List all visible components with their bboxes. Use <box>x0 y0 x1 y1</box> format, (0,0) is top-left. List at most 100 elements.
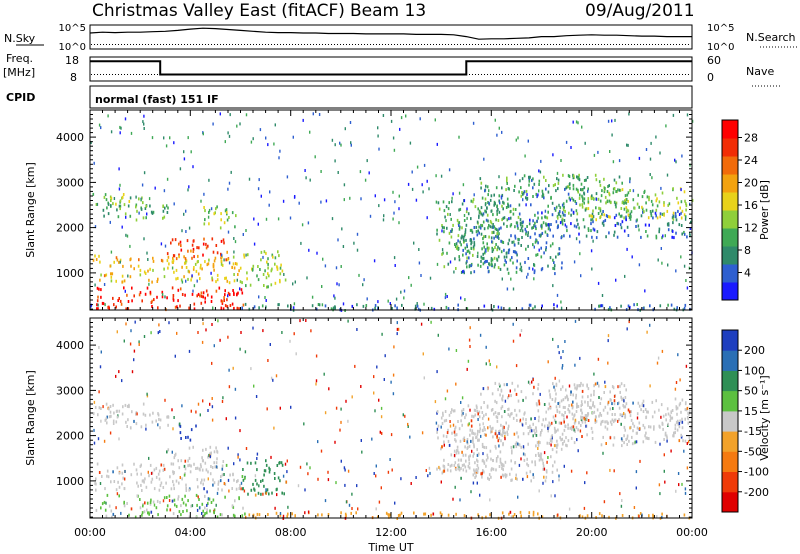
heatmap-cell <box>625 201 628 205</box>
heatmap-cell <box>506 267 509 271</box>
heatmap-cell <box>192 289 194 293</box>
heatmap-cell <box>402 413 404 417</box>
heatmap-cell <box>473 193 475 197</box>
heatmap-cell <box>180 248 183 252</box>
heatmap-cell <box>447 439 450 443</box>
heatmap-cell <box>514 442 517 446</box>
heatmap-cell <box>441 248 444 252</box>
heatmap-cell <box>467 359 470 363</box>
heatmap-cell <box>454 485 456 489</box>
heatmap-cell <box>462 183 465 187</box>
heatmap-cell <box>610 422 613 426</box>
heatmap-cell <box>400 477 402 481</box>
heatmap-cell <box>618 401 620 405</box>
heatmap-cell <box>335 266 338 270</box>
heatmap-cell <box>572 417 574 421</box>
heatmap-cell <box>660 403 663 407</box>
heatmap-cell <box>675 381 678 384</box>
heatmap-cell <box>529 429 531 433</box>
heatmap-cell <box>381 332 383 336</box>
heatmap-cell <box>217 480 220 484</box>
heatmap-cell <box>538 399 540 403</box>
heatmap-cell <box>209 452 211 456</box>
heatmap-cell <box>684 215 687 219</box>
heatmap-cell <box>160 242 163 246</box>
heatmap-cell <box>436 427 439 431</box>
heatmap-cell <box>375 474 377 478</box>
colorbar-tick-label: -200 <box>744 486 769 499</box>
heatmap-cell <box>512 261 514 265</box>
heatmap-cell <box>668 202 671 206</box>
heatmap-cell <box>269 343 271 346</box>
heatmap-cell <box>495 415 498 419</box>
heatmap-cell <box>217 319 219 323</box>
date-label: 09/Aug/2011 <box>585 1 695 21</box>
heatmap-cell <box>183 255 185 259</box>
heatmap-cell <box>307 510 310 514</box>
heatmap-cell <box>545 215 547 219</box>
colorbar-tick-label: -15 <box>744 425 762 438</box>
heatmap-cell <box>552 184 555 188</box>
heatmap-cell <box>356 248 359 252</box>
heatmap-cell <box>561 432 564 436</box>
heatmap-cell <box>659 215 661 219</box>
heatmap-cell <box>661 512 663 516</box>
heatmap-cell <box>587 197 590 201</box>
heatmap-cell <box>96 303 98 307</box>
heatmap-cell <box>297 484 300 488</box>
heatmap-cell <box>269 468 271 472</box>
heatmap-cell <box>571 427 573 431</box>
heatmap-cell <box>637 224 640 228</box>
heatmap-cell <box>455 512 457 516</box>
heatmap-cell <box>126 425 128 428</box>
heatmap-cell <box>497 219 500 222</box>
heatmap-cell <box>399 127 401 131</box>
heatmap-cell <box>213 481 216 485</box>
heatmap-cell <box>253 305 256 309</box>
heatmap-cell <box>211 361 213 365</box>
heatmap-cell <box>258 484 260 488</box>
heatmap-cell <box>585 424 587 428</box>
heatmap-cell <box>455 433 458 437</box>
heatmap-cell <box>464 416 466 420</box>
heatmap-cell <box>199 294 201 298</box>
heatmap-cell <box>448 347 450 351</box>
heatmap-cell <box>276 265 278 269</box>
heatmap-cell <box>632 189 635 193</box>
heatmap-cell <box>485 184 487 188</box>
heatmap-cell <box>414 304 417 308</box>
heatmap-cell <box>233 250 235 254</box>
heatmap-cell <box>109 431 112 435</box>
heatmap-cell <box>448 413 451 417</box>
heatmap-cell <box>472 454 474 458</box>
heatmap-cell <box>502 425 504 429</box>
heatmap-cell <box>282 474 285 478</box>
heatmap-cell <box>613 436 616 440</box>
heatmap-cell <box>547 429 549 433</box>
heatmap-cell <box>520 244 522 247</box>
colorbar-tick-label: -50 <box>744 445 762 458</box>
heatmap-cell <box>677 201 680 205</box>
heatmap-cell <box>642 210 644 214</box>
heatmap-cell <box>451 228 453 232</box>
heatmap-cell <box>133 267 135 271</box>
heatmap-cell <box>148 474 150 478</box>
heatmap-cell <box>591 194 593 198</box>
heatmap-cell <box>417 307 420 311</box>
heatmap-cell <box>520 514 522 518</box>
heatmap-cell <box>455 246 458 250</box>
heatmap-cell <box>470 264 473 268</box>
heatmap-cell <box>112 512 115 516</box>
heatmap-cell <box>522 432 525 436</box>
heatmap-cell <box>460 419 462 423</box>
heatmap-cell <box>624 194 627 198</box>
heatmap-cell <box>592 403 594 407</box>
heatmap-cell <box>491 258 494 262</box>
heatmap-cell <box>498 199 500 203</box>
heatmap-cell <box>545 241 548 245</box>
heatmap-cell <box>520 269 523 273</box>
heatmap-cell <box>587 395 589 399</box>
heatmap-cell <box>449 260 452 264</box>
heatmap-cell <box>609 215 611 219</box>
heatmap-cell <box>311 295 314 299</box>
